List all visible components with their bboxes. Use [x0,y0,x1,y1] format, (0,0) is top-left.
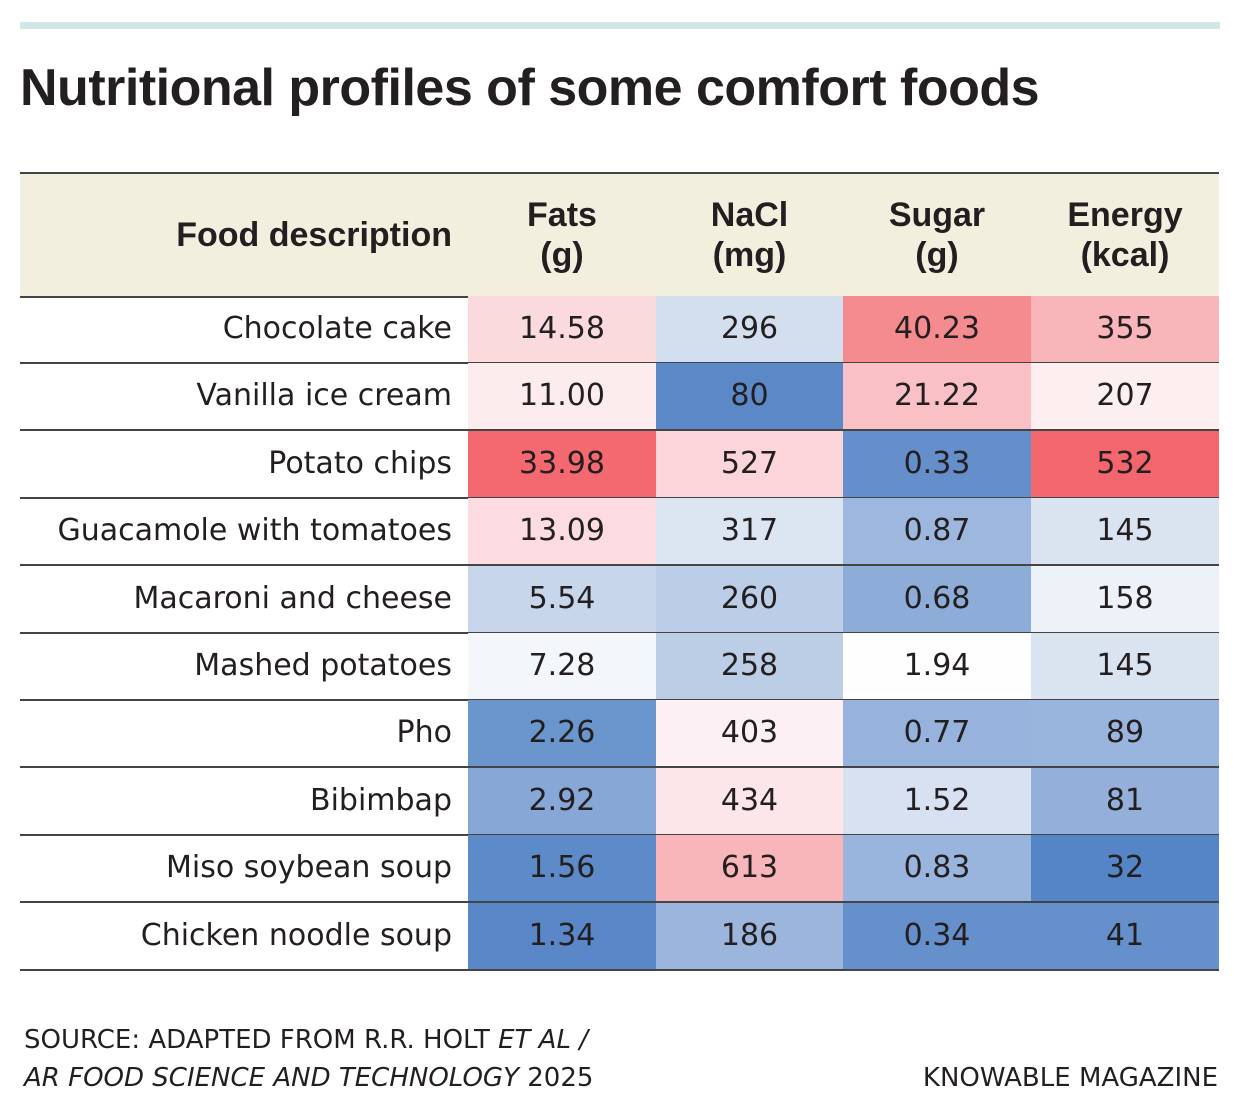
table-row: Potato chips 33.98 527 0.33 532 [20,430,1219,499]
value-cell: 80 [656,363,843,430]
column-name: Fats [527,196,597,234]
source-text: AR FOOD SCIENCE AND TECHNOLOGY [24,1063,519,1093]
table-row: Bibimbap 2.92 434 1.52 81 [20,767,1219,836]
value-cell: 81 [1031,767,1219,834]
value-cell: 11.00 [468,363,656,430]
column-header: Fats (g) [468,174,656,296]
food-label: Macaroni and cheese [133,580,452,616]
table-row: Mashed potatoes 7.28 258 1.94 145 [20,633,1219,701]
value-cell: 613 [656,835,843,902]
value-cell: 41 [1031,902,1219,969]
value-cell: 532 [1031,430,1219,497]
value-cell: 258 [656,633,843,699]
food-label: Vanilla ice cream [196,378,452,414]
table-row: Chicken noodle soup 1.34 186 0.34 41 [20,902,1219,971]
column-unit: (g) [540,236,584,274]
value-cell: 434 [656,767,843,834]
column-name: Energy [1067,196,1183,234]
value-cell: 1.52 [843,767,1031,834]
column-name: NaCl [710,196,789,234]
value-cell: 317 [656,498,843,565]
table-row: Pho 2.26 403 0.77 89 [20,700,1219,769]
source-text: 2025 [527,1063,594,1093]
value-cell: 0.87 [843,498,1031,565]
food-label: Pho [396,715,452,751]
value-cell: 355 [1031,296,1219,362]
value-cell: 158 [1031,565,1219,632]
value-cell: 7.28 [468,633,656,699]
column-name: Food description [176,216,452,254]
food-label: Mashed potatoes [194,648,452,683]
column-name: Sugar [888,196,986,234]
column-header: NaCl (mg) [656,174,843,296]
value-cell: 0.83 [843,835,1031,902]
table-row: Guacamole with tomatoes 13.09 317 0.87 145 [20,498,1219,567]
column-unit: (mg) [712,236,787,274]
column-header: Energy (kcal) [1031,174,1219,296]
food-label: Chocolate cake [222,311,452,346]
value-cell: 403 [656,700,843,767]
value-cell: 2.92 [468,767,656,834]
header-row: Food description Fats (g) NaCl (mg) Sugar (g) E… [20,172,1219,298]
value-cell: 21.22 [843,363,1031,430]
column-unit: (kcal) [1080,236,1170,274]
value-cell: 260 [656,565,843,632]
value-cell: 0.34 [843,902,1031,969]
value-cell: 296 [656,296,843,362]
value-cell: 207 [1031,363,1219,430]
value-cell: 89 [1031,700,1219,767]
value-cell: 0.33 [843,430,1031,497]
value-cell: 40.23 [843,296,1031,362]
table-row: Macaroni and cheese 5.54 260 0.68 158 [20,565,1219,634]
value-cell: 13.09 [468,498,656,565]
value-cell: 145 [1031,498,1219,565]
food-label: Bibimbap [310,782,452,818]
value-cell: 186 [656,902,843,969]
food-label: Chicken noodle soup [140,917,452,953]
value-cell: 1.56 [468,835,656,902]
value-cell: 145 [1031,633,1219,699]
column-header: Sugar (g) [843,174,1031,296]
value-cell: 1.34 [468,902,656,969]
value-cell: 2.26 [468,700,656,767]
column-header: Food description [20,174,452,296]
food-label: Guacamole with tomatoes [57,513,452,549]
source-text: SOURCE: ADAPTED FROM R.R. HOLT [24,1025,490,1055]
table-row: Miso soybean soup 1.56 613 0.83 32 [20,835,1219,904]
food-label: Miso soybean soup [166,850,452,886]
source: SOURCE: ADAPTED FROM R.R. HOLT ET AL / AR… [24,1021,593,1097]
value-cell: 14.58 [468,296,656,362]
value-cell: 0.77 [843,700,1031,767]
table-row: Vanilla ice cream 11.00 80 21.22 207 [20,363,1219,432]
credit: KNOWABLE MAGAZINE [922,1063,1218,1093]
value-cell: 0.68 [843,565,1031,632]
value-cell: 32 [1031,835,1219,902]
value-cell: 1.94 [843,633,1031,699]
title: Nutritional profiles of some comfort foo… [20,59,1040,117]
value-cell: 33.98 [468,430,656,497]
value-cell: 527 [656,430,843,497]
column-unit: (g) [915,236,959,274]
source-text: ET AL / [498,1025,588,1055]
top-rule [20,22,1220,29]
food-label: Potato chips [268,445,452,481]
value-cell: 5.54 [468,565,656,632]
table-row: Chocolate cake 14.58 296 40.23 355 [20,296,1219,364]
